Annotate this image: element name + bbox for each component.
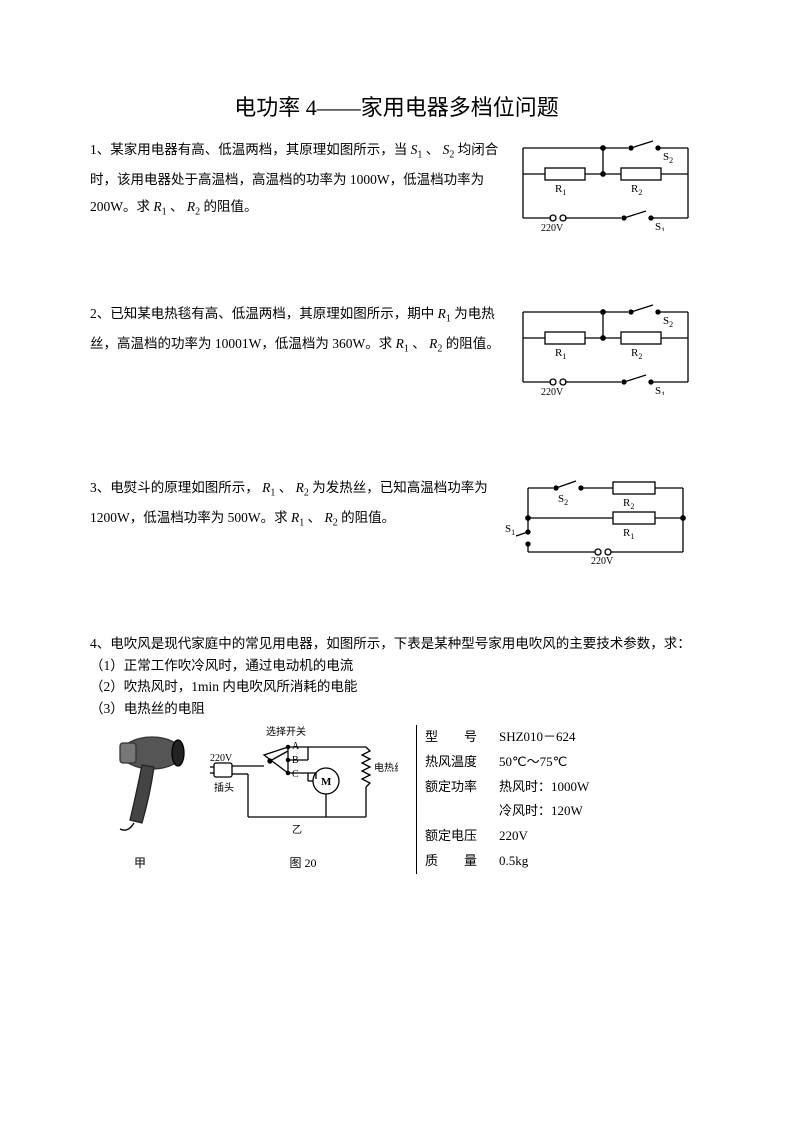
svg-text:S1: S1 [655, 385, 665, 395]
table-row: 额定电压220V [425, 824, 589, 849]
svg-text:S1: S1 [655, 221, 665, 231]
svg-text:S2: S2 [663, 151, 673, 165]
p3-r2: R [296, 480, 304, 495]
table-row: 质 量0.5kg [425, 849, 589, 874]
p3-te: 的阻值。 [341, 510, 395, 525]
table-row: 型 号SHZ010－624 [425, 725, 589, 750]
p1-r2: R [187, 199, 195, 214]
svg-text:R2: R2 [623, 497, 634, 511]
p3-r1b-sub: 1 [299, 517, 304, 528]
svg-text:C: C [292, 769, 299, 780]
p2-circuit-diagram: S2 R1 R2 [503, 300, 703, 395]
p2-r2-sub: 2 [437, 343, 442, 354]
table-row: 热风温度50℃～75℃ [425, 750, 589, 775]
svg-text:R1: R1 [555, 347, 566, 361]
svg-text:M: M [321, 776, 332, 788]
problem-2: 2、已知某电热毯有高、低温两档，其原理如图所示，期中 R1 为电热丝，高温档的功… [90, 300, 703, 404]
svg-text:电热丝: 电热丝 [374, 761, 398, 774]
svg-text:R1: R1 [623, 527, 634, 541]
p3-td: 、 [308, 510, 322, 525]
p2-r1-sub: 1 [446, 314, 451, 325]
svg-text:S1: S1 [505, 523, 515, 537]
p1-circuit-diagram: S2 R1 R2 [503, 136, 703, 231]
p1-tb: 、 [426, 142, 440, 157]
svg-text:220V: 220V [541, 223, 564, 231]
svg-text:S2: S2 [663, 315, 673, 329]
p1-s2-sub: 2 [449, 150, 454, 161]
svg-text:220V: 220V [591, 556, 614, 564]
svg-text:R1: R1 [555, 183, 566, 197]
p3-r2b-sub: 2 [333, 517, 338, 528]
p3-tb: 、 [279, 480, 293, 495]
p3-r2-sub: 2 [304, 488, 309, 499]
p3-r1-sub: 1 [270, 488, 275, 499]
problem-1: 1、某家用电器有高、低温两档，其原理如图所示，当 S1 、 S2 均闭合时，该用… [90, 136, 703, 240]
p1-td: 、 [170, 199, 184, 214]
table-row: 额定功率热风时：1000W [425, 775, 589, 800]
problem-3: 3、电熨斗的原理如图所示， R1 、 R2 为发热丝，已知高温档功率为 1200… [90, 474, 703, 573]
page-title: 电功率 4——家用电器多档位问题 [90, 90, 703, 122]
p3-ta: 3、电熨斗的原理如图所示， [90, 480, 259, 495]
p4-l1: 4、电吹风是现代家庭中的常见用电器，如图所示，下表是某种型号家用电吹风的主要技术… [90, 633, 703, 676]
svg-text:S2: S2 [558, 493, 568, 507]
svg-text:选择开关: 选择开关 [266, 725, 306, 738]
p4-l2: （2）吹热风时，1min 内电吹风所消耗的电能 [90, 676, 703, 698]
p3-r1b: R [291, 510, 299, 525]
svg-text:乙: 乙 [292, 824, 302, 836]
p4-caption-left: 甲 [90, 854, 190, 873]
problem-4: 4、电吹风是现代家庭中的常见用电器，如图所示，下表是某种型号家用电吹风的主要技术… [90, 633, 703, 874]
p1-s1-sub: 1 [417, 150, 422, 161]
p1-r1: R [153, 199, 161, 214]
p2-r1b: R [396, 336, 404, 351]
p3-r2b: R [324, 510, 332, 525]
svg-text:R2: R2 [631, 347, 642, 361]
p1-r2-sub: 2 [195, 206, 200, 217]
p3-circuit-diagram: S2 R2 R1 S1 [503, 474, 703, 564]
p4-circuit-diagram: 选择开关 220V 插头 A B C [208, 725, 398, 873]
svg-text:220V: 220V [541, 387, 564, 395]
p1-r1-sub: 1 [162, 206, 167, 217]
p4-l3: （3）电热丝的电阻 [90, 698, 703, 720]
svg-text:R2: R2 [631, 183, 642, 197]
p4-hairdryer-icon: 甲 [90, 725, 190, 873]
p2-tc: 、 [412, 336, 426, 351]
p2-r1: R [438, 306, 446, 321]
p1-te: 的阻值。 [204, 199, 258, 214]
p2-ta: 2、已知某电热毯有高、低温两档，其原理如图所示，期中 [90, 306, 438, 321]
p4-caption-mid: 图 20 [208, 854, 398, 873]
p4-spec-table: 型 号SHZ010－624 热风温度50℃～75℃ 额定功率热风时：1000W … [416, 725, 589, 873]
p2-td: 的阻值。 [446, 336, 500, 351]
p2-r1b-sub: 1 [404, 343, 409, 354]
table-row: 冷风时：120W [425, 799, 589, 824]
svg-text:220V: 220V [210, 753, 233, 764]
svg-text:插头: 插头 [214, 781, 234, 794]
p1-text: 1、某家用电器有高、低温两档，其原理如图所示，当 [90, 142, 411, 157]
